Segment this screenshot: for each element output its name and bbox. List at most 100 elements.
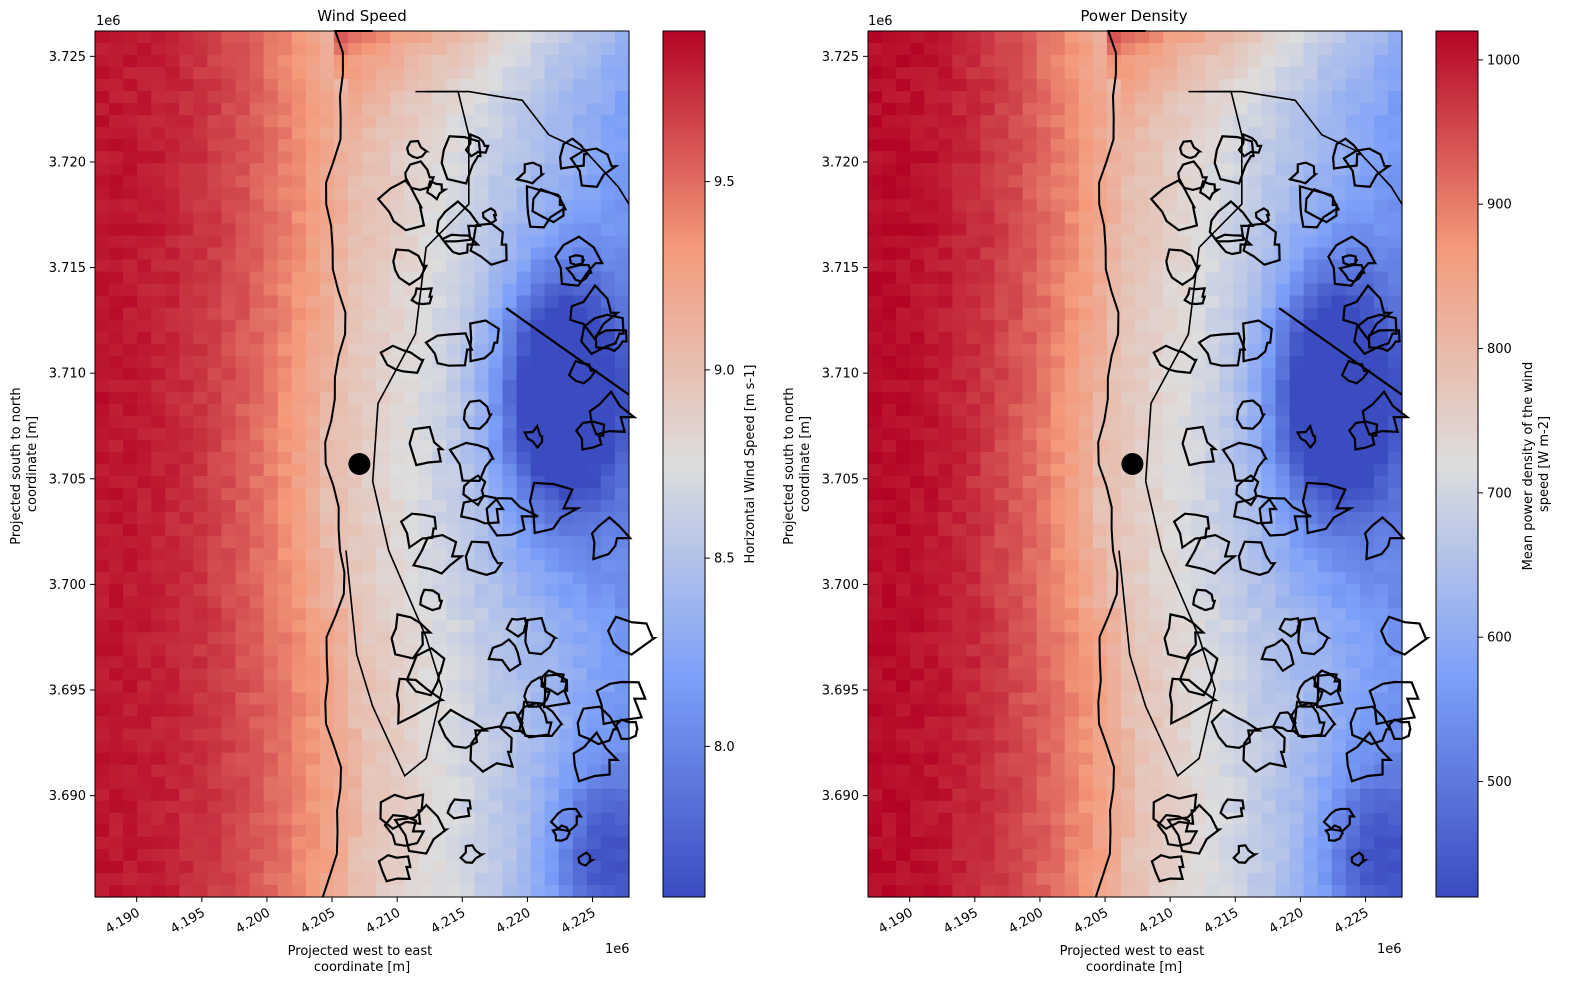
heatmap-cell <box>1050 464 1066 477</box>
heatmap-cell <box>1036 560 1052 573</box>
heatmap-cell <box>1373 127 1389 140</box>
heatmap-cell <box>1289 512 1305 525</box>
heatmap-cell <box>1022 500 1038 513</box>
heatmap-cell <box>347 211 363 225</box>
heatmap-cell <box>1247 79 1263 92</box>
heatmap-cell <box>980 139 996 152</box>
heatmap-cell <box>460 812 476 826</box>
heatmap-cell <box>1373 488 1389 501</box>
heatmap-cell <box>1022 680 1038 694</box>
heatmap-cell <box>347 343 363 357</box>
heatmap-cell <box>137 836 152 850</box>
heatmap-cell <box>938 331 953 345</box>
heatmap-cell <box>95 415 110 429</box>
heatmap-cell <box>516 67 532 80</box>
heatmap-cell <box>347 716 363 730</box>
heatmap-cell <box>291 67 307 80</box>
heatmap-cell <box>123 776 138 790</box>
heatmap-cell <box>980 632 996 646</box>
heatmap-cell <box>1317 608 1333 621</box>
heatmap-cell <box>544 488 560 501</box>
heatmap-cell <box>868 548 883 561</box>
heatmap-cell <box>1022 319 1038 333</box>
heatmap-cell <box>938 415 953 429</box>
heatmap-cell <box>530 596 546 609</box>
heatmap-cell <box>123 740 138 754</box>
heatmap-cell <box>1106 464 1122 477</box>
heatmap-cell <box>109 704 124 718</box>
heatmap-cell <box>1359 115 1375 128</box>
heatmap-cell <box>1106 199 1122 213</box>
heatmap-cell <box>488 271 504 285</box>
heatmap-cell <box>1163 524 1178 537</box>
heatmap-cell <box>530 572 546 585</box>
heatmap-cell <box>868 439 883 453</box>
heatmap-cell <box>151 668 166 682</box>
heatmap-cell <box>362 752 377 766</box>
heatmap-cell <box>1289 596 1305 609</box>
heatmap-cell <box>1219 524 1234 537</box>
heatmap-cell <box>1050 596 1066 609</box>
heatmap-cell <box>994 151 1010 164</box>
heatmap-cell <box>1289 271 1305 285</box>
heatmap-cell <box>1345 572 1361 585</box>
heatmap-cell <box>165 500 180 513</box>
heatmap-cell <box>249 740 265 754</box>
heatmap-cell <box>1022 199 1038 213</box>
heatmap-cell <box>1135 439 1150 453</box>
heatmap-cell <box>502 139 518 152</box>
heatmap-cell <box>305 223 321 237</box>
heatmap-cell <box>558 379 574 393</box>
heatmap-cell <box>1022 31 1038 44</box>
heatmap-cell <box>1149 439 1164 453</box>
heatmap-cell <box>1078 584 1094 597</box>
heatmap-cell <box>109 271 124 285</box>
heatmap-cell <box>952 43 967 56</box>
heatmap-cell <box>1219 572 1234 585</box>
heatmap-cell <box>1205 199 1220 213</box>
heatmap-cell <box>362 139 377 152</box>
heatmap-cell <box>277 31 293 44</box>
heatmap-cell <box>952 680 967 694</box>
heatmap-cell <box>938 211 953 225</box>
heatmap-cell <box>221 728 237 742</box>
heatmap-cell <box>193 115 209 128</box>
heatmap-cell <box>994 211 1010 225</box>
heatmap-cell <box>123 488 138 501</box>
heatmap-cell <box>165 427 180 441</box>
heatmap-cell <box>600 644 616 658</box>
heatmap-cell <box>277 391 293 405</box>
heatmap-cell <box>1331 464 1347 477</box>
heatmap-cell <box>1275 367 1291 381</box>
heatmap-cell <box>193 307 209 321</box>
heatmap-cell <box>572 620 588 633</box>
heatmap-cell <box>249 403 265 417</box>
heatmap-cell <box>221 403 237 417</box>
heatmap-cell <box>1036 175 1052 188</box>
heatmap-cell <box>277 476 293 489</box>
heatmap-cell <box>221 175 237 188</box>
heatmap-cell <box>882 91 897 104</box>
heatmap-cell <box>1092 560 1108 573</box>
heatmap-cell <box>952 572 967 585</box>
heatmap-cell <box>109 668 124 682</box>
heatmap-cell <box>347 295 363 309</box>
heatmap-cell <box>151 680 166 694</box>
heatmap-cell <box>432 464 447 477</box>
heatmap-cell <box>432 427 447 441</box>
heatmap-cell <box>1078 692 1094 706</box>
heatmap-cell <box>516 139 532 152</box>
heatmap-cell <box>305 115 321 128</box>
heatmap-cell <box>924 67 939 80</box>
heatmap-cell <box>123 139 138 152</box>
heatmap-cell <box>207 620 223 633</box>
heatmap-cell <box>1275 259 1291 273</box>
heatmap-cell <box>614 439 630 453</box>
heatmap-cell <box>1289 476 1305 489</box>
heatmap-cell <box>333 271 349 285</box>
heatmap-cell <box>516 788 532 802</box>
heatmap-cell <box>1008 620 1024 633</box>
heatmap-cell <box>404 548 419 561</box>
heatmap-cell <box>502 872 518 886</box>
heatmap-cell <box>179 31 194 44</box>
